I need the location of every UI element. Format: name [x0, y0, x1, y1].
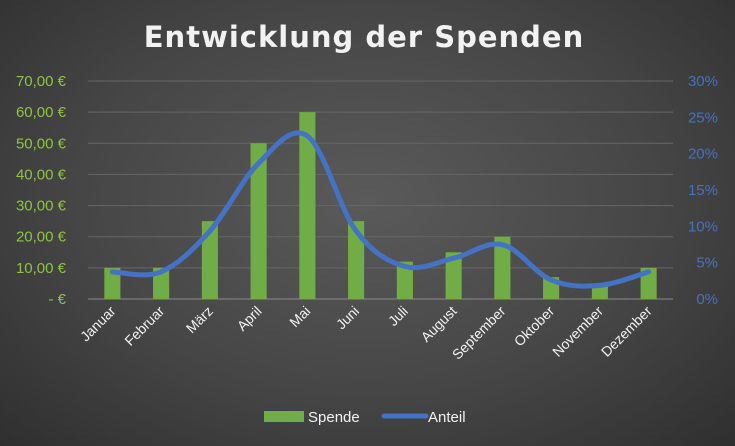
bar-series	[104, 112, 657, 300]
x-tick-label: Juli	[385, 303, 411, 329]
x-tick-label: März	[183, 303, 216, 336]
left-tick-label: 50,00 €	[16, 135, 67, 152]
bar	[396, 261, 413, 299]
left-tick-label: 30,00 €	[16, 198, 67, 215]
right-tick-label: 0%	[696, 291, 718, 308]
left-tick-label: - €	[48, 291, 66, 308]
left-tick-label: 70,00 €	[16, 73, 67, 90]
anteil-line	[109, 130, 652, 289]
right-axis: 0% 5% 10% 15% 20% 25% 30%	[688, 73, 718, 308]
x-tick-label: Juni	[333, 303, 362, 332]
bar	[299, 112, 316, 300]
chart-title: Entwicklung der Spenden	[144, 20, 584, 54]
legend-label-spende: Spende	[308, 409, 360, 426]
right-tick-label: 15%	[688, 182, 718, 199]
line-series	[109, 130, 652, 289]
bar	[250, 143, 267, 299]
left-tick-label: 40,00 €	[16, 166, 67, 183]
left-tick-label: 60,00 €	[16, 104, 67, 121]
x-tick-label: Januar	[77, 303, 119, 345]
bar	[348, 221, 365, 299]
bar	[104, 267, 121, 299]
gridlines	[88, 80, 673, 300]
legend-label-anteil: Anteil	[428, 409, 466, 426]
x-tick-label: Oktober	[511, 303, 558, 350]
right-tick-label: 5%	[696, 255, 718, 272]
x-tick-label: Februar	[121, 303, 167, 349]
x-tick-label: November	[549, 303, 606, 360]
left-tick-label: 20,00 €	[16, 229, 67, 246]
bar	[201, 221, 218, 299]
x-tick-label: April	[234, 303, 265, 334]
left-axis: - € 10,00 € 20,00 € 30,00 € 40,00 € 50,00 € 60…	[16, 73, 67, 308]
bar	[445, 252, 462, 299]
legend-swatch-spende	[264, 411, 304, 422]
x-tick-label: Dezember	[598, 303, 655, 360]
bar	[494, 236, 511, 299]
right-tick-label: 25%	[688, 109, 718, 126]
right-tick-label: 10%	[688, 218, 718, 235]
left-tick-label: 10,00 €	[16, 260, 67, 277]
right-tick-label: 30%	[688, 73, 718, 90]
x-tick-label: Mai	[286, 303, 313, 330]
x-axis: Januar Februar März April Mai Juni Juli AugustS…	[77, 303, 655, 363]
x-tick-label: September	[449, 303, 509, 363]
legend: Spende Anteil	[264, 409, 466, 426]
right-tick-label: 20%	[688, 146, 718, 163]
x-tick-label: August	[418, 303, 460, 345]
